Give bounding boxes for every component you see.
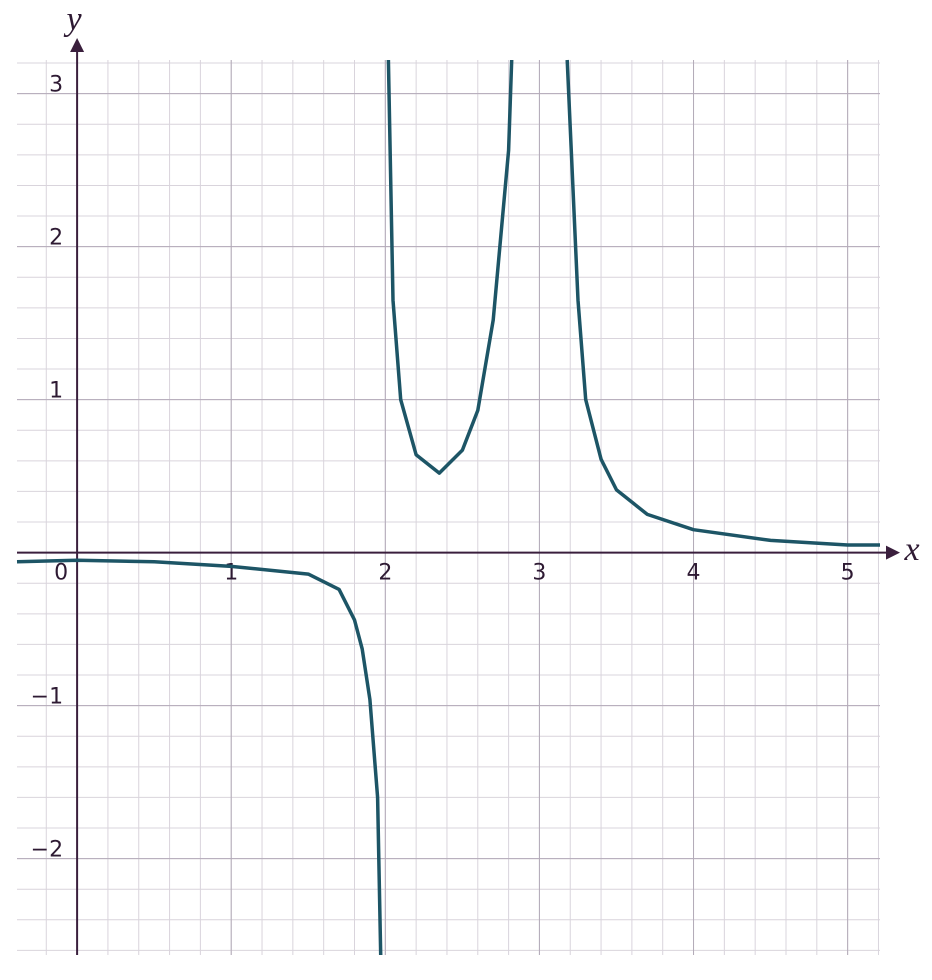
y-tick-label: 1 bbox=[49, 379, 63, 404]
x-tick-label: 5 bbox=[841, 561, 855, 586]
x-tick-label: 2 bbox=[378, 561, 392, 586]
y-axis-arrow bbox=[70, 38, 85, 52]
y-tick-label: 2 bbox=[49, 226, 63, 251]
x-axis-arrow bbox=[886, 545, 900, 560]
grid bbox=[17, 60, 880, 955]
y-tick-label: −1 bbox=[31, 685, 63, 710]
x-tick-label: 0 bbox=[54, 561, 68, 586]
x-tick-label: 3 bbox=[532, 561, 546, 586]
x-axis-label: x bbox=[903, 531, 919, 568]
x-tick-label: 4 bbox=[687, 561, 701, 586]
y-tick-label: −2 bbox=[31, 838, 63, 863]
curve bbox=[16, 59, 880, 956]
y-axis-label: y bbox=[63, 1, 82, 38]
y-tick-label: 3 bbox=[49, 73, 63, 98]
